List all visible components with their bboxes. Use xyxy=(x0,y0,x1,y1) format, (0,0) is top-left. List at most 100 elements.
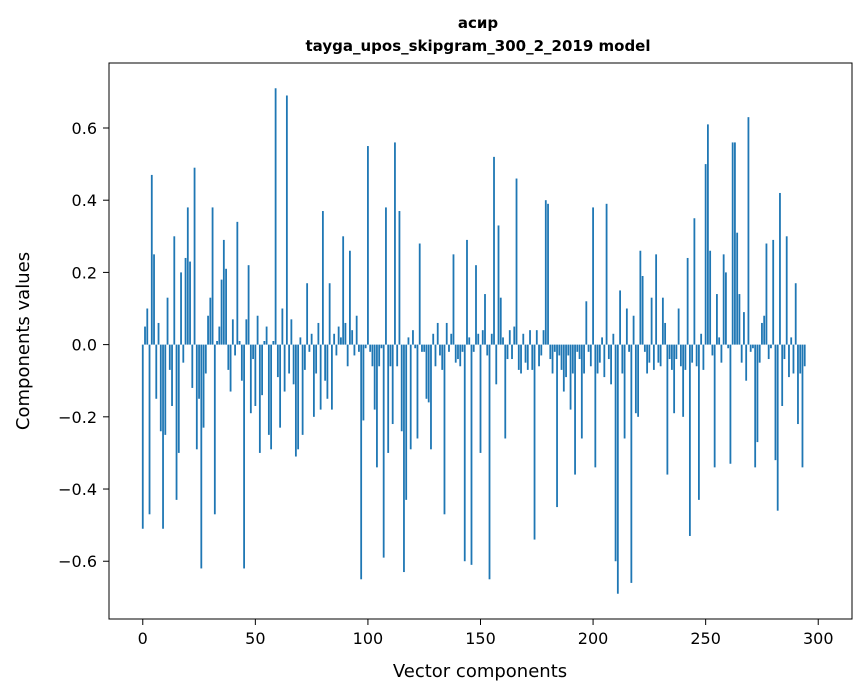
bar xyxy=(788,344,790,378)
bar xyxy=(754,344,757,468)
bar xyxy=(743,312,745,345)
bar xyxy=(186,207,189,345)
bar xyxy=(524,344,527,363)
bar xyxy=(189,261,191,345)
bar xyxy=(227,344,230,370)
bar xyxy=(427,344,430,403)
bar xyxy=(466,239,468,345)
bar xyxy=(182,344,185,363)
bar xyxy=(207,315,209,345)
bar xyxy=(488,344,491,580)
bar xyxy=(353,344,356,356)
bar xyxy=(258,344,261,453)
y-axis-ticks: −0.6 −0.4 −0.2 0.0 0.2 0.4 0.6 xyxy=(58,119,109,571)
bar xyxy=(722,254,725,345)
bar xyxy=(567,344,570,356)
x-tick-label: 0 xyxy=(138,629,148,648)
bar xyxy=(391,344,394,425)
bar xyxy=(380,344,383,349)
bar xyxy=(763,315,766,345)
bar xyxy=(434,344,437,367)
bar xyxy=(376,344,378,468)
bar xyxy=(324,344,327,381)
bar xyxy=(274,88,277,345)
bar xyxy=(720,344,723,363)
bar xyxy=(702,344,705,370)
bar xyxy=(436,322,439,345)
bar xyxy=(238,341,241,345)
bar xyxy=(571,344,574,374)
bar xyxy=(558,344,561,356)
bar xyxy=(745,344,748,381)
bar xyxy=(475,265,477,345)
bar xyxy=(317,322,320,345)
bar xyxy=(520,344,522,374)
bar xyxy=(490,333,493,345)
bar xyxy=(752,344,754,349)
bar xyxy=(598,344,601,363)
bar xyxy=(538,344,540,367)
bar xyxy=(664,322,667,345)
bar xyxy=(297,344,300,450)
bar xyxy=(301,344,304,435)
bar xyxy=(303,344,306,370)
bar xyxy=(409,344,412,450)
bar xyxy=(331,344,333,410)
y-tick-label: 0.0 xyxy=(72,336,97,355)
bar xyxy=(472,344,475,352)
bar xyxy=(547,203,549,345)
bar xyxy=(716,294,718,345)
bar xyxy=(695,344,698,367)
bar xyxy=(576,344,579,352)
bar xyxy=(448,344,450,352)
bar xyxy=(639,250,642,345)
bar xyxy=(362,344,365,421)
bar xyxy=(679,344,682,367)
bar xyxy=(659,344,662,367)
bar xyxy=(713,344,716,468)
bar xyxy=(506,344,509,360)
bar xyxy=(243,344,245,569)
bar xyxy=(450,333,453,345)
bar xyxy=(630,344,633,583)
bar xyxy=(648,344,651,363)
bar xyxy=(461,344,464,352)
x-tick-label: 250 xyxy=(690,629,721,648)
bar xyxy=(601,337,603,345)
bar xyxy=(454,344,457,363)
bar xyxy=(457,344,459,360)
bar xyxy=(484,294,486,345)
bar xyxy=(616,344,619,594)
bar xyxy=(594,344,597,468)
bar xyxy=(445,322,448,345)
bar xyxy=(360,344,363,580)
bar xyxy=(770,344,772,349)
bar xyxy=(396,344,399,367)
bar xyxy=(202,344,205,428)
bar xyxy=(673,344,676,414)
bar xyxy=(234,344,236,356)
bar xyxy=(416,344,419,439)
bar xyxy=(272,341,275,345)
bar xyxy=(321,211,324,345)
bar xyxy=(707,124,709,345)
x-tick-label: 100 xyxy=(353,629,384,648)
bar xyxy=(711,344,714,356)
bar xyxy=(535,330,538,345)
bar xyxy=(666,344,669,475)
bar xyxy=(423,344,426,352)
bar xyxy=(693,218,696,345)
bar xyxy=(335,344,338,356)
bar xyxy=(533,344,536,540)
bar xyxy=(589,344,592,367)
bar xyxy=(479,344,482,453)
bar xyxy=(767,344,770,360)
bar xyxy=(306,283,309,345)
bar xyxy=(565,344,567,378)
y-tick-label: 0.6 xyxy=(72,119,97,138)
bar xyxy=(650,297,653,345)
bar xyxy=(358,344,360,352)
bar xyxy=(175,344,178,500)
bar xyxy=(709,250,712,345)
x-tick-label: 200 xyxy=(578,629,609,648)
